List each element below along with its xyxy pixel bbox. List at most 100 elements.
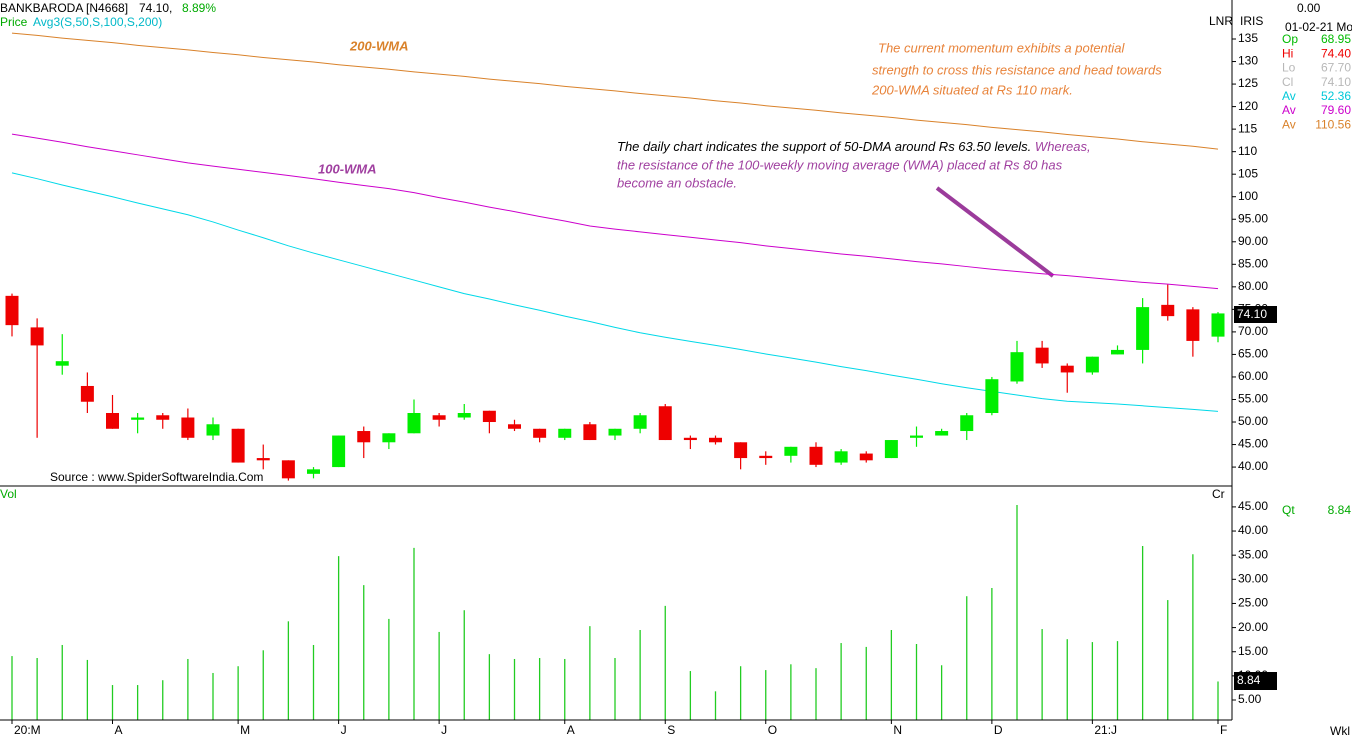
- moving-average: [11, 133, 1219, 290]
- arrow: [935, 186, 1055, 278]
- y-tick-label: 20.00: [1238, 620, 1268, 634]
- candle-body: [960, 415, 974, 432]
- info-label: Cl: [1282, 75, 1293, 89]
- price-tag-box: [1234, 306, 1277, 323]
- y-tick-label: 120: [1238, 99, 1258, 113]
- x-tick-label: D: [994, 723, 1003, 737]
- volume-title: Vol: [0, 487, 17, 501]
- candle-body: [784, 446, 798, 456]
- candle-body: [156, 415, 170, 420]
- annotation: strength to cross this resistance and he…: [872, 62, 1162, 77]
- candle-body: [608, 428, 622, 436]
- y-tick-label: 25.00: [1238, 596, 1268, 610]
- candle-body: [533, 428, 547, 438]
- candle-body: [558, 428, 572, 438]
- candle-body: [231, 428, 245, 463]
- candle-body: [1085, 356, 1099, 373]
- period: Wkl: [1330, 724, 1350, 738]
- candle-body: [1186, 309, 1200, 341]
- x-tick-label: M: [240, 723, 250, 737]
- y-tick-label: 65.00: [1238, 347, 1268, 361]
- info-label: Av: [1282, 117, 1296, 131]
- price-tag: 74.10: [1237, 307, 1267, 321]
- candle-body: [457, 413, 471, 418]
- info-label: Av: [1282, 103, 1296, 117]
- volume-tag-box: [1234, 672, 1277, 690]
- candle-body: [910, 435, 923, 438]
- candle-body: [709, 437, 722, 443]
- candle-body: [1111, 349, 1124, 355]
- candle-body: [281, 460, 295, 479]
- candle-body: [1211, 313, 1225, 337]
- y-tick-label: 135: [1238, 31, 1258, 45]
- y-tick-label: 45.00: [1238, 437, 1268, 451]
- candle-body: [859, 453, 873, 461]
- candle-body: [633, 415, 647, 429]
- candle-body: [809, 446, 823, 465]
- candle-body: [734, 442, 748, 459]
- candle-body: [1136, 307, 1150, 350]
- info-label: Lo: [1282, 61, 1296, 75]
- candle-body: [30, 327, 44, 346]
- candle-body: [884, 440, 898, 459]
- candle-body: [1035, 347, 1049, 364]
- candle-body: [80, 385, 94, 402]
- annotation-part: Whereas,: [1035, 139, 1091, 154]
- annotation: become an obstacle.: [617, 175, 737, 190]
- info-value: 68.95: [1321, 32, 1351, 46]
- info-label: Hi: [1282, 46, 1293, 60]
- y-tick-label: 55.00: [1238, 392, 1268, 406]
- candle-body: [131, 417, 145, 420]
- y-tick-label: 45.00: [1238, 499, 1268, 513]
- candle-body: [55, 361, 69, 366]
- x-tick-label: S: [667, 723, 675, 737]
- candle-body: [181, 417, 195, 438]
- y-tick-label: 80.00: [1238, 279, 1268, 293]
- x-tick-label: F: [1220, 723, 1227, 737]
- info-label: Av: [1282, 89, 1296, 103]
- candle-body: [332, 435, 346, 468]
- y-tick-label: 105: [1238, 166, 1258, 180]
- study: Avg3(S,50,S,100,S,200): [33, 15, 162, 29]
- y-tick-label: 130: [1238, 54, 1258, 68]
- info-value: 67.70: [1321, 61, 1351, 75]
- y-tick-label: 100: [1238, 189, 1258, 203]
- scale-mode: LNR: [1209, 14, 1233, 28]
- candle-body: [382, 433, 396, 443]
- candle-body: [307, 469, 320, 474]
- scale-name: IRIS: [1240, 14, 1263, 28]
- candle-body: [1010, 352, 1024, 382]
- y-tick-label: 40.00: [1238, 523, 1268, 537]
- candle-body: [256, 458, 270, 461]
- info-value: 79.60: [1321, 103, 1351, 117]
- y-tick-label: 50.00: [1238, 414, 1268, 428]
- candle-body: [658, 406, 672, 441]
- info-value: 52.36: [1321, 89, 1351, 103]
- candle-body: [106, 413, 119, 429]
- volume-scale: Cr: [1212, 487, 1225, 501]
- qt-label: Qt: [1282, 503, 1295, 517]
- candle-body: [683, 437, 697, 441]
- y-tick-label: 70.00: [1238, 324, 1268, 338]
- y-tick-label: 85.00: [1238, 256, 1268, 270]
- candle-body: [583, 424, 597, 441]
- info-value: 110.56: [1315, 117, 1351, 131]
- candle-body: [935, 431, 949, 436]
- annotation: the resistance of the 100-weekly moving …: [617, 157, 1063, 172]
- annotation: The current momentum exhibits a potentia…: [878, 40, 1126, 55]
- volume-tag: 8.84: [1237, 673, 1261, 687]
- candle-body: [357, 431, 371, 443]
- qt-value: 8.84: [1328, 503, 1352, 517]
- y-tick-label: 5.00: [1238, 692, 1262, 706]
- info-label: Op: [1282, 32, 1298, 46]
- y-tick-label: 15.00: [1238, 644, 1268, 658]
- source: Source : www.SpiderSoftwareIndia.Com: [50, 470, 263, 484]
- y-tick-label: 125: [1238, 76, 1258, 90]
- x-tick-label: J: [341, 723, 347, 737]
- candle-body: [206, 424, 220, 436]
- x-tick-label: 21:J: [1094, 723, 1117, 737]
- annotation: 200-WMA situated at Rs 110 mark.: [871, 82, 1073, 97]
- x-tick-label: 20:M: [14, 723, 41, 737]
